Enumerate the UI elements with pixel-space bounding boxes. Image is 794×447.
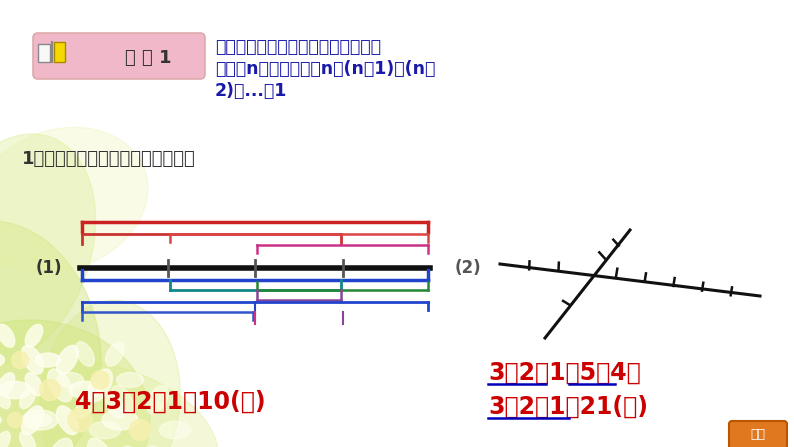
Circle shape: [91, 371, 109, 389]
Ellipse shape: [0, 381, 31, 399]
Ellipse shape: [0, 353, 5, 367]
Text: 3＋2＋1＋5＋4＋: 3＋2＋1＋5＋4＋: [488, 361, 641, 385]
Text: 条数是n，则总条数是n＋(n－1)＋(n－: 条数是n，则总条数是n＋(n－1)＋(n－: [215, 60, 435, 78]
Text: 1．下面各图中分别有多少条线段？: 1．下面各图中分别有多少条线段？: [22, 150, 196, 168]
Ellipse shape: [29, 414, 52, 426]
Ellipse shape: [0, 431, 10, 447]
Ellipse shape: [0, 358, 218, 447]
Ellipse shape: [69, 381, 101, 399]
Ellipse shape: [25, 373, 43, 396]
Ellipse shape: [22, 410, 58, 430]
Ellipse shape: [56, 346, 79, 374]
Ellipse shape: [75, 394, 94, 418]
Ellipse shape: [56, 406, 79, 434]
Ellipse shape: [40, 300, 180, 447]
Text: 4＋3＋2＋1＝10(条): 4＋3＋2＋1＝10(条): [75, 390, 266, 414]
Circle shape: [129, 419, 151, 440]
Ellipse shape: [87, 438, 113, 447]
Ellipse shape: [117, 372, 144, 388]
Text: 返回: 返回: [750, 429, 765, 442]
Ellipse shape: [87, 369, 113, 402]
Ellipse shape: [20, 431, 35, 447]
Ellipse shape: [20, 388, 35, 409]
Text: (2): (2): [455, 259, 482, 277]
Ellipse shape: [147, 385, 168, 414]
Ellipse shape: [56, 372, 83, 388]
Ellipse shape: [0, 324, 15, 347]
Circle shape: [12, 352, 29, 368]
Ellipse shape: [106, 342, 125, 366]
Circle shape: [68, 408, 92, 432]
Ellipse shape: [48, 369, 72, 402]
Ellipse shape: [106, 394, 125, 418]
Ellipse shape: [0, 134, 95, 366]
Text: 数线段的条数的规律：若基本线段的: 数线段的条数的规律：若基本线段的: [215, 38, 381, 56]
Ellipse shape: [21, 406, 44, 434]
Text: 3＋2＋1＝21(条): 3＋2＋1＝21(条): [488, 395, 648, 419]
Ellipse shape: [112, 446, 133, 447]
Text: (1): (1): [36, 259, 62, 277]
Text: 2)＋...＋1: 2)＋...＋1: [215, 82, 287, 100]
Ellipse shape: [0, 414, 2, 426]
Circle shape: [40, 380, 60, 401]
Circle shape: [7, 413, 22, 427]
FancyBboxPatch shape: [38, 44, 50, 62]
Ellipse shape: [147, 446, 168, 447]
FancyBboxPatch shape: [54, 42, 65, 62]
Ellipse shape: [160, 421, 191, 439]
Ellipse shape: [0, 373, 15, 396]
Ellipse shape: [89, 421, 121, 439]
FancyBboxPatch shape: [33, 33, 205, 79]
Ellipse shape: [0, 388, 10, 409]
Ellipse shape: [0, 127, 148, 273]
Ellipse shape: [21, 346, 44, 374]
Ellipse shape: [0, 221, 101, 447]
Ellipse shape: [112, 385, 133, 414]
FancyBboxPatch shape: [729, 421, 787, 447]
Ellipse shape: [25, 324, 43, 347]
Ellipse shape: [102, 410, 138, 430]
Ellipse shape: [0, 320, 150, 447]
Ellipse shape: [48, 438, 72, 447]
Ellipse shape: [75, 342, 94, 366]
Text: 方 法 1: 方 法 1: [125, 49, 172, 67]
Ellipse shape: [36, 353, 60, 367]
